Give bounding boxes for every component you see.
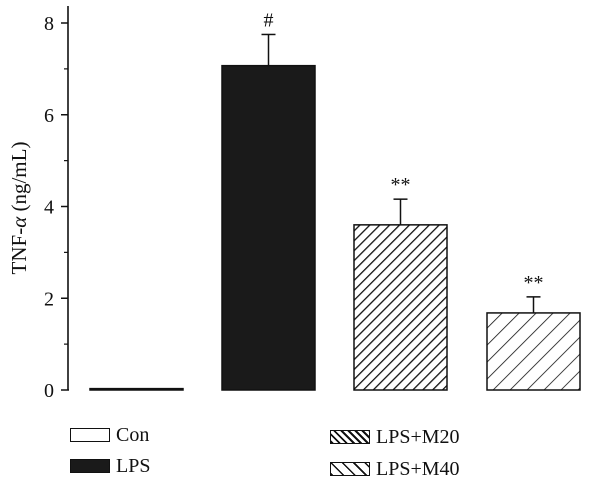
y-tick-label-2: 2 — [44, 288, 54, 310]
y-tick-label-8: 8 — [44, 13, 54, 35]
y-tick-label-0: 0 — [44, 380, 54, 402]
bar-con — [89, 387, 184, 391]
y-tick-label-6: 6 — [44, 105, 54, 127]
annotation-lps: # — [264, 9, 274, 31]
annotation-lps-m40: ** — [524, 272, 544, 294]
bar-lps-m40 — [486, 312, 581, 391]
y-axis-title: TNF-α (ng/mL) — [7, 142, 31, 275]
bar-lps-m20 — [353, 224, 448, 391]
y-tick-label-4: 4 — [44, 197, 54, 219]
bar-lps — [221, 64, 316, 391]
annotation-lps-m20: ** — [391, 174, 411, 196]
